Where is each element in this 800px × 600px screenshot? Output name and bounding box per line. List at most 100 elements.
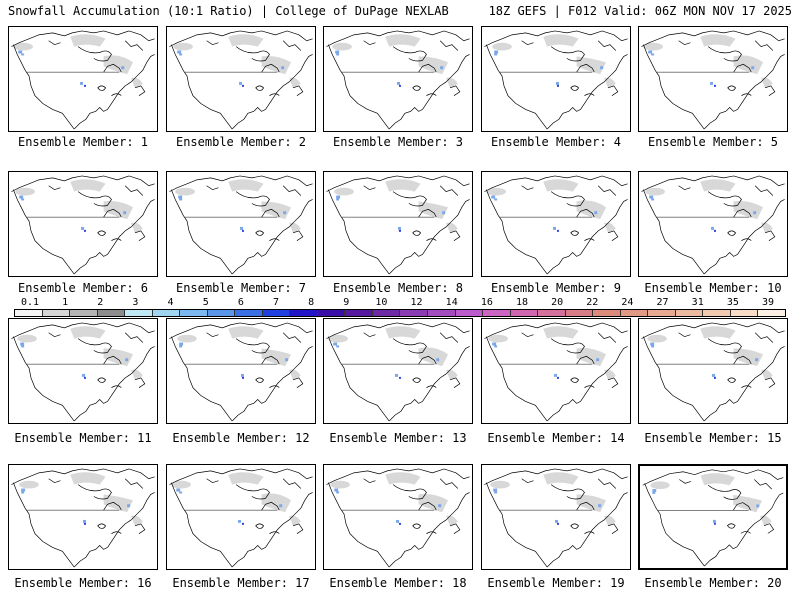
- ensemble-member-map[interactable]: [638, 318, 788, 424]
- ensemble-member-caption: Ensemble Member: 2: [175, 135, 307, 149]
- snow-blue-shading: [179, 342, 289, 379]
- colorbar-tick-label: 12: [410, 297, 423, 308]
- colorbar-tick-label: 7: [272, 297, 280, 308]
- ensemble-member-map[interactable]: [638, 26, 788, 132]
- colorbar-tick-label: 24: [621, 297, 634, 308]
- colorbar-swatch: [427, 310, 456, 316]
- colorbar-tick-label: 6: [237, 297, 244, 308]
- ensemble-member-caption: Ensemble Member: 5: [647, 135, 779, 149]
- colorbar-tick-label: 10: [375, 297, 388, 308]
- ensemble-member-map[interactable]: [638, 171, 788, 277]
- snow-gray-shading: [177, 326, 301, 380]
- ensemble-member-caption: Ensemble Member: 16: [14, 576, 152, 590]
- ensemble-member-map[interactable]: [8, 26, 158, 132]
- colorbar-swatch: [42, 310, 71, 316]
- ensemble-member-map[interactable]: [481, 318, 631, 424]
- ensemble-member-caption: Ensemble Member: 19: [487, 576, 625, 590]
- snow-blue-shading: [178, 195, 287, 232]
- snow-blue-shading: [493, 488, 602, 525]
- ensemble-member-map[interactable]: [166, 171, 316, 277]
- snow-gray-shading: [490, 472, 616, 526]
- snow-blue-shading: [335, 50, 444, 87]
- coastlines-borders: [326, 30, 470, 130]
- ensemble-member-map[interactable]: [166, 464, 316, 570]
- snow-gray-shading: [175, 179, 301, 233]
- colorbar-swatch: [262, 310, 291, 316]
- ensemble-member-caption: Ensemble Member: 9: [490, 281, 622, 295]
- ensemble-member-caption: Ensemble Member: 18: [329, 576, 467, 590]
- colorbar-tick-label: 20: [551, 297, 564, 308]
- header-left-title: Snowfall Accumulation (10:1 Ratio) | Col…: [8, 4, 449, 18]
- colorbar-swatch: [345, 310, 373, 316]
- ensemble-member-map[interactable]: [323, 464, 473, 570]
- snow-blue-shading: [492, 342, 600, 379]
- colorbar-tick-label: 16: [480, 297, 493, 308]
- ensemble-member-map[interactable]: [166, 318, 316, 424]
- snow-blue-shading: [21, 488, 131, 525]
- ensemble-member-caption: Ensemble Member: 3: [332, 135, 464, 149]
- snow-blue-shading: [18, 50, 125, 87]
- snow-blue-shading: [649, 195, 757, 232]
- coastlines-borders: [11, 175, 155, 275]
- coastlines-borders: [641, 322, 785, 422]
- colorbar-swatch: [565, 310, 594, 316]
- colorbar-tick-label: 0.1: [20, 297, 40, 308]
- snow-gray-shading: [486, 179, 616, 233]
- snow-gray-shading: [15, 179, 143, 233]
- north-america-map: [642, 469, 784, 567]
- colorbar-tick-label: 18: [515, 297, 529, 308]
- snow-blue-shading: [336, 195, 446, 232]
- north-america-map: [11, 30, 155, 130]
- ensemble-member-caption: Ensemble Member: 13: [329, 431, 467, 445]
- ensemble-member-caption: Ensemble Member: 8: [332, 281, 464, 295]
- ensemble-member-map[interactable]: [8, 318, 158, 424]
- coastlines-borders: [484, 30, 628, 130]
- ensemble-member-map[interactable]: [166, 26, 316, 132]
- snow-blue-shading: [652, 489, 760, 525]
- coastlines-borders: [326, 175, 470, 275]
- ensemble-member-map[interactable]: [323, 171, 473, 277]
- colorbar-swatch: [648, 310, 676, 316]
- ensemble-member-map[interactable]: [8, 171, 158, 277]
- colorbar-tick-label: 31: [691, 297, 704, 308]
- snow-gray-shading: [647, 326, 773, 380]
- ensemble-member-map[interactable]: [481, 26, 631, 132]
- ensemble-member-caption: Ensemble Member: 15: [644, 431, 782, 445]
- ensemble-member-map[interactable]: [323, 26, 473, 132]
- north-america-map: [169, 468, 313, 568]
- colorbar-tick-label: 27: [656, 297, 669, 308]
- ensemble-member-map[interactable]: [638, 464, 788, 570]
- snow-gray-shading: [328, 326, 458, 380]
- north-america-map: [326, 30, 470, 130]
- snow-blue-shading: [650, 342, 759, 379]
- ensemble-member-caption: Ensemble Member: 11: [14, 431, 152, 445]
- colorbar-swatch: [703, 310, 731, 316]
- snow-gray-shading: [488, 326, 616, 380]
- coastlines-borders: [641, 30, 785, 130]
- snow-gray-shading: [171, 472, 301, 526]
- snow-gray-shading: [173, 34, 301, 88]
- coastlines-borders: [11, 468, 155, 568]
- colorbar-tick-label: 22: [586, 297, 599, 308]
- colorbar-swatch: [70, 310, 98, 316]
- snowfall-colorbar: [14, 309, 786, 317]
- ensemble-member-map[interactable]: [481, 464, 631, 570]
- snow-gray-shading: [334, 179, 458, 233]
- ensemble-member-map[interactable]: [481, 171, 631, 277]
- snow-blue-shading: [491, 195, 598, 232]
- coastlines-borders: [169, 322, 313, 422]
- north-america-map: [11, 175, 155, 275]
- coastlines-borders: [169, 175, 313, 275]
- ensemble-member-map[interactable]: [323, 318, 473, 424]
- snow-blue-shading: [177, 50, 285, 87]
- snow-blue-shading: [176, 488, 283, 525]
- colorbar-swatch: [483, 310, 511, 316]
- north-america-map: [484, 322, 628, 422]
- north-america-map: [484, 468, 628, 568]
- colorbar-swatch: [235, 310, 263, 316]
- ensemble-member-map[interactable]: [8, 464, 158, 570]
- coastlines-borders: [642, 469, 784, 567]
- snow-gray-shading: [332, 34, 458, 88]
- snow-gray-shading: [492, 34, 616, 88]
- colorbar-swatch: [758, 310, 785, 316]
